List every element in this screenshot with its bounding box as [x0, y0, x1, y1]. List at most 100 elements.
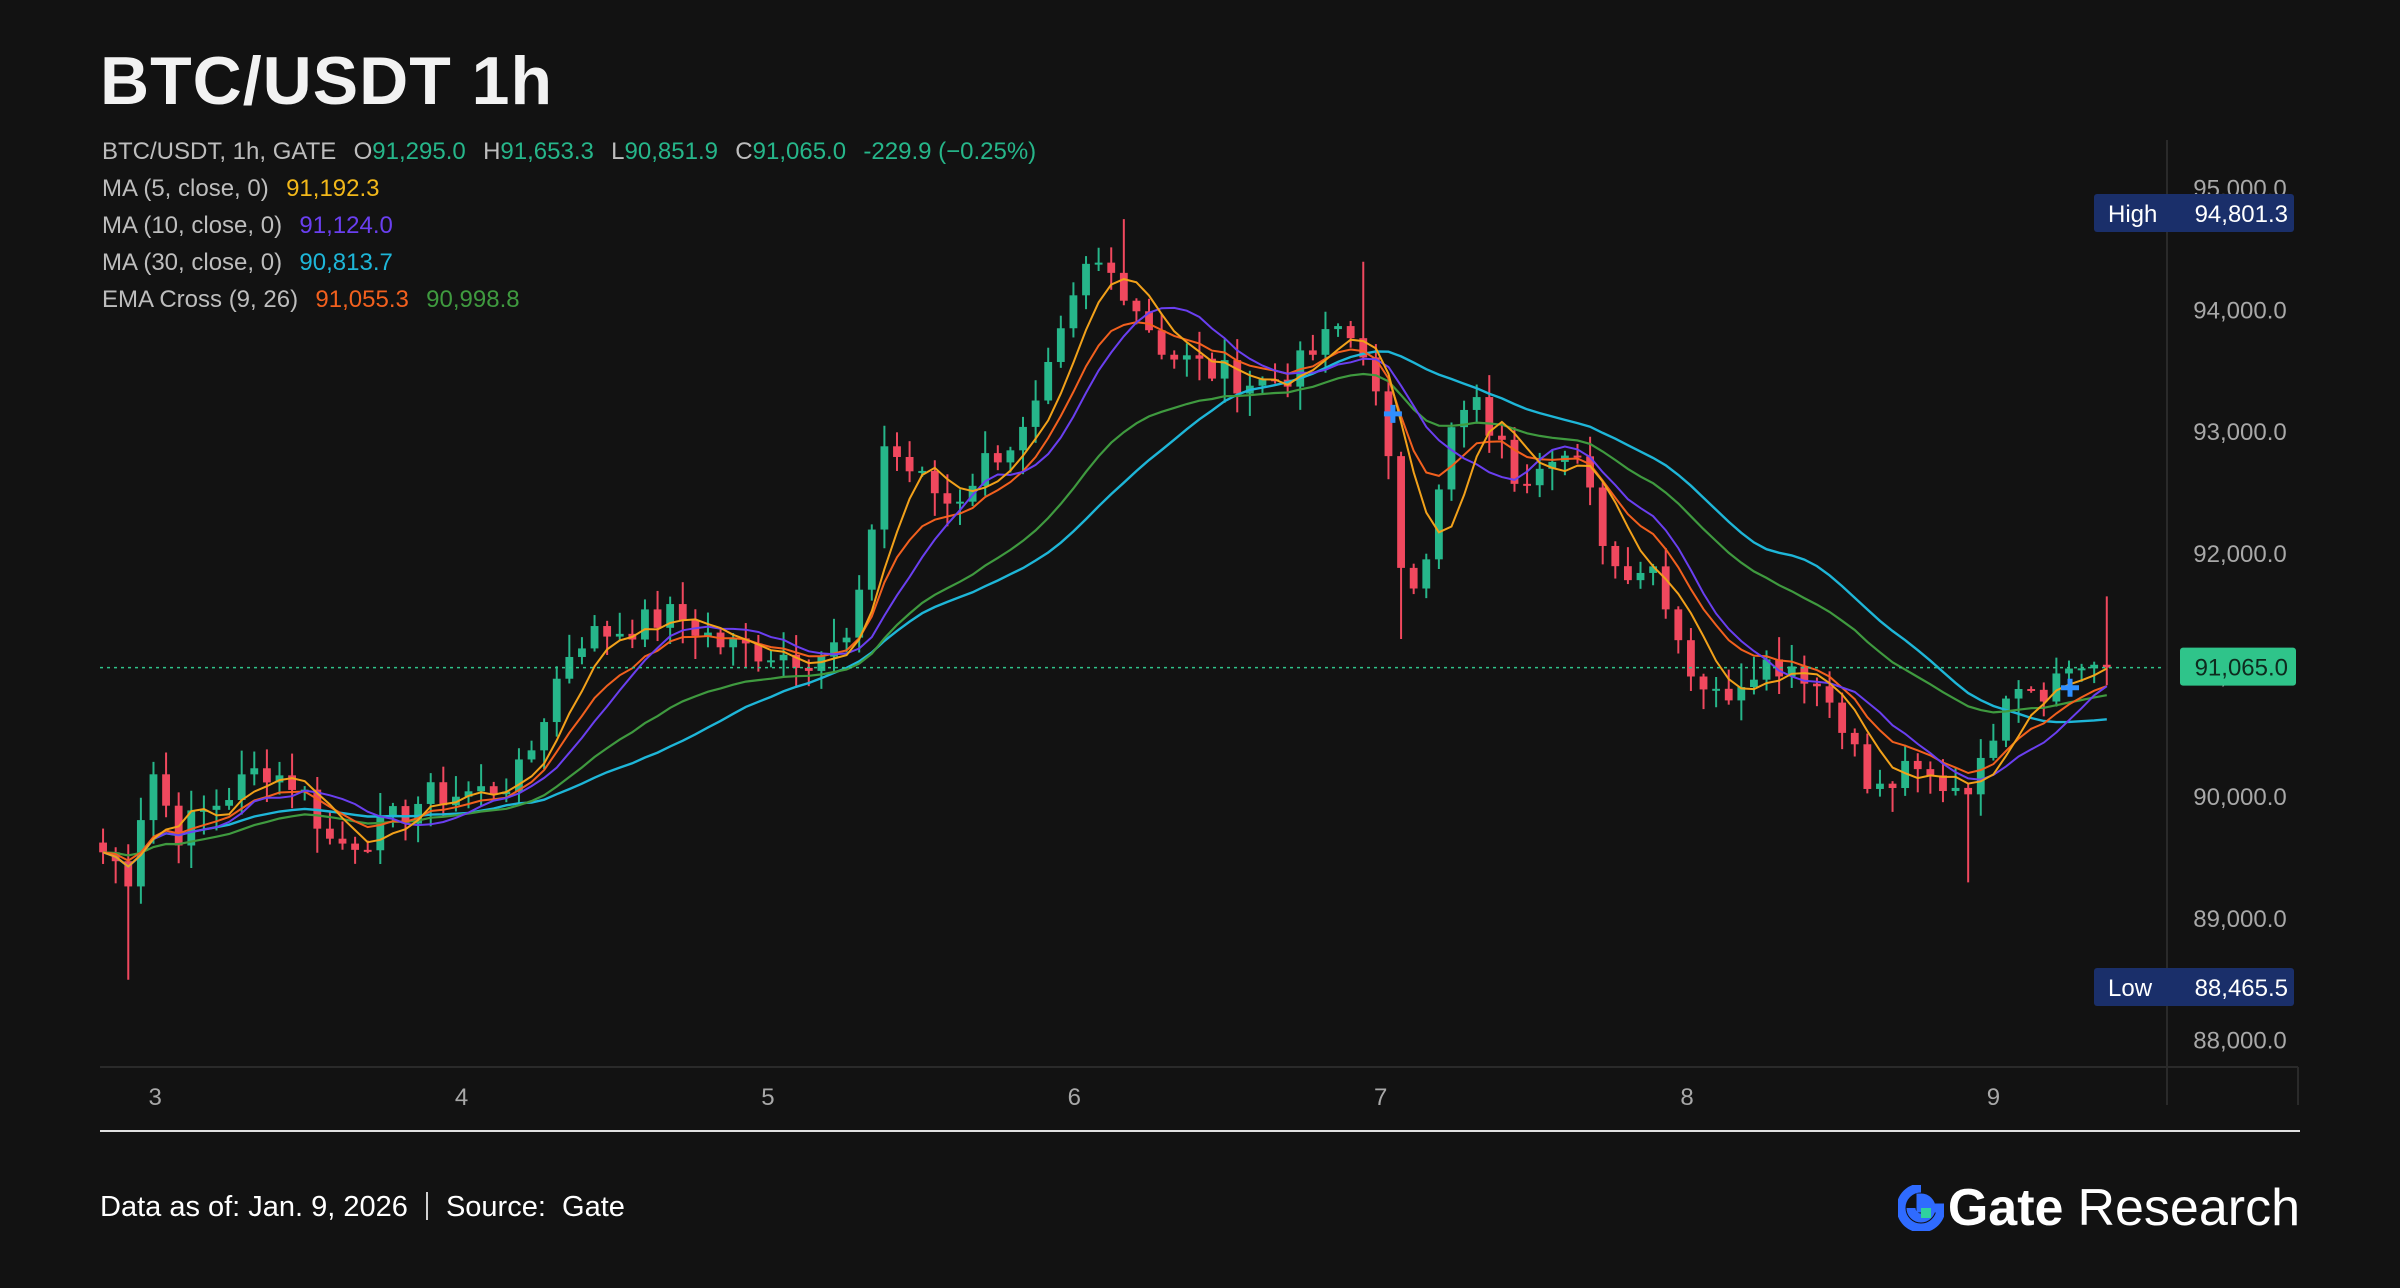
candle-body: [527, 750, 536, 760]
candle-body: [930, 470, 939, 494]
source-label: Source:: [445, 1191, 546, 1223]
candle-body: [1308, 350, 1317, 355]
brand-gate-text: Gate: [1947, 1179, 2064, 1237]
candle-body: [1170, 354, 1179, 360]
gate-logo-icon: [1897, 1185, 1944, 1231]
chart-title: BTC/USDT 1h: [100, 43, 553, 119]
candle-body: [199, 809, 208, 812]
candle-body: [1157, 330, 1166, 355]
candle-body: [1019, 426, 1027, 451]
candle-body: [363, 849, 372, 852]
footer-divider: [100, 1130, 2300, 1132]
brand-research-text: Research: [2077, 1179, 2300, 1237]
candle-body: [1422, 559, 1431, 589]
candle-body: [237, 774, 246, 801]
legend-l-label: L: [611, 138, 625, 165]
candle-body: [401, 806, 410, 824]
candle-body: [1636, 572, 1645, 581]
candle-body: [2065, 668, 2073, 674]
y-tick-label: 94,000.0: [2193, 297, 2286, 324]
legend-ma5: MA (5, close, 0) 91,192.3: [102, 175, 384, 203]
candle-body: [2052, 673, 2061, 702]
candle-body: [1006, 450, 1015, 463]
ma10-line: [102, 306, 2108, 868]
candle-body: [2090, 664, 2099, 669]
candle-body: [817, 656, 826, 671]
candle-body: [515, 759, 523, 792]
last-price-badge: 91,065.0: [2180, 647, 2296, 686]
candle-body: [767, 660, 775, 663]
candle-body: [880, 446, 889, 530]
candle-body: [1258, 379, 1267, 386]
candle-body: [1964, 787, 1973, 795]
candle-body: [716, 632, 725, 648]
candle-body: [1699, 676, 1708, 690]
ma30-line: [102, 350, 2107, 869]
candle-body: [149, 774, 158, 821]
candle-body: [1510, 439, 1519, 484]
footer-info: Data as of: Jan. 9, 2026 Source: Gate: [100, 1191, 625, 1224]
candle-body: [225, 800, 233, 806]
candle-body: [603, 626, 612, 637]
candle-body: [1737, 687, 1746, 701]
candle-body: [1434, 489, 1443, 560]
candle-body: [275, 775, 284, 783]
candle-body: [1888, 783, 1897, 789]
legend-symbol: BTC/USDT, 1h, GATE: [102, 138, 337, 165]
candle-body: [439, 782, 448, 806]
brand-logo: Gate Research: [1897, 1178, 2300, 1238]
candle-body: [1674, 609, 1683, 641]
candle-body: [1321, 329, 1330, 355]
candle-body: [905, 456, 914, 472]
candle-body: [552, 678, 561, 723]
candle-body: [1044, 361, 1053, 401]
candle-body: [804, 667, 813, 671]
candle-body: [1523, 483, 1532, 486]
candle-body: [1460, 409, 1468, 428]
candle-body: [540, 722, 549, 751]
low-badge-bg: [2094, 968, 2294, 1006]
candle-body: [704, 632, 712, 636]
candle-body: [389, 806, 397, 817]
candle-body: [830, 642, 838, 657]
y-tick-label: 92,000.0: [2193, 541, 2286, 568]
legend-ema-cross: EMA Cross (9, 26) 91,055.3 90,998.8: [102, 286, 524, 314]
candle-body: [653, 609, 662, 628]
candlestick-chart: 95,000.094,000.093,000.092,000.091,000.0…: [99, 140, 2299, 1111]
candle-body: [477, 786, 486, 792]
candle-body: [1800, 666, 1809, 684]
candle-body: [124, 861, 133, 887]
candle-body: [464, 791, 473, 797]
candle-body: [918, 470, 927, 473]
data-as-of: Data as of: Jan. 9, 2026: [100, 1191, 408, 1223]
price-badges: High 94,801.3 Low 88,465.5 91,065.0: [2094, 194, 2296, 1006]
candle-body: [678, 604, 687, 621]
candle-body: [452, 796, 460, 806]
last-price-badge-bg: [2180, 647, 2296, 686]
high-badge: High 94,801.3: [2094, 194, 2294, 232]
candle-body: [351, 843, 360, 850]
candle-body: [956, 501, 964, 504]
legend-o-value: 91,295.0: [372, 138, 466, 165]
footer-separator: [425, 1192, 428, 1220]
candle-body: [1926, 769, 1935, 776]
candle-body: [1132, 300, 1141, 312]
indicator-lines: [100, 278, 2165, 869]
candle-body: [1976, 757, 1985, 795]
legend-ma5-label: MA (5, close, 0): [102, 175, 269, 202]
legend-ma10: MA (10, close, 0) 91,124.0: [102, 212, 397, 240]
candle-body: [855, 589, 864, 638]
legend-ma5-value: 91,192.3: [286, 175, 380, 202]
candle-body: [1661, 566, 1670, 610]
candle-body: [1359, 338, 1368, 358]
candle-body: [741, 638, 750, 644]
y-tick-label: 90,000.0: [2193, 784, 2286, 811]
source-value: Gate: [562, 1191, 625, 1223]
candle-body: [2027, 689, 2036, 692]
candle-body: [1850, 732, 1859, 745]
high-badge-bg: [2094, 194, 2294, 232]
ema-cross-marker: [1383, 404, 1402, 423]
candle-body: [729, 638, 738, 648]
candle-body: [1876, 783, 1884, 789]
x-tick-label: 7: [1374, 1084, 1387, 1111]
